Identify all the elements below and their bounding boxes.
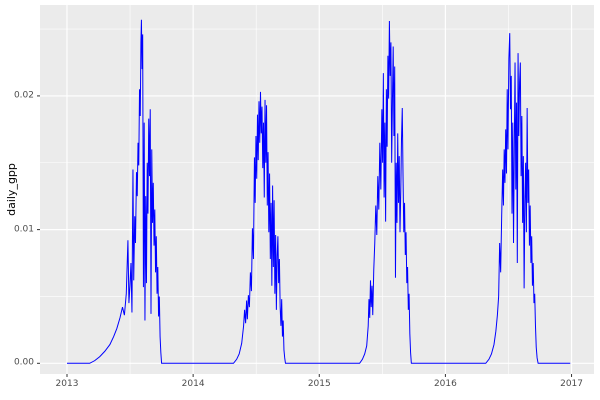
x-tick-label: 2017 [560, 379, 583, 389]
x-tick-label: 2013 [55, 379, 79, 389]
y-tick-label: 0.00 [13, 357, 34, 368]
y-tick-label: 0.01 [13, 224, 34, 235]
y-tick-label: 0.02 [13, 90, 34, 101]
data-line [66, 19, 571, 364]
x-tick-label: 2016 [433, 379, 457, 389]
x-tick-label: 2014 [181, 379, 205, 389]
x-tick-label: 2015 [307, 379, 331, 389]
chart-panel [40, 5, 594, 374]
